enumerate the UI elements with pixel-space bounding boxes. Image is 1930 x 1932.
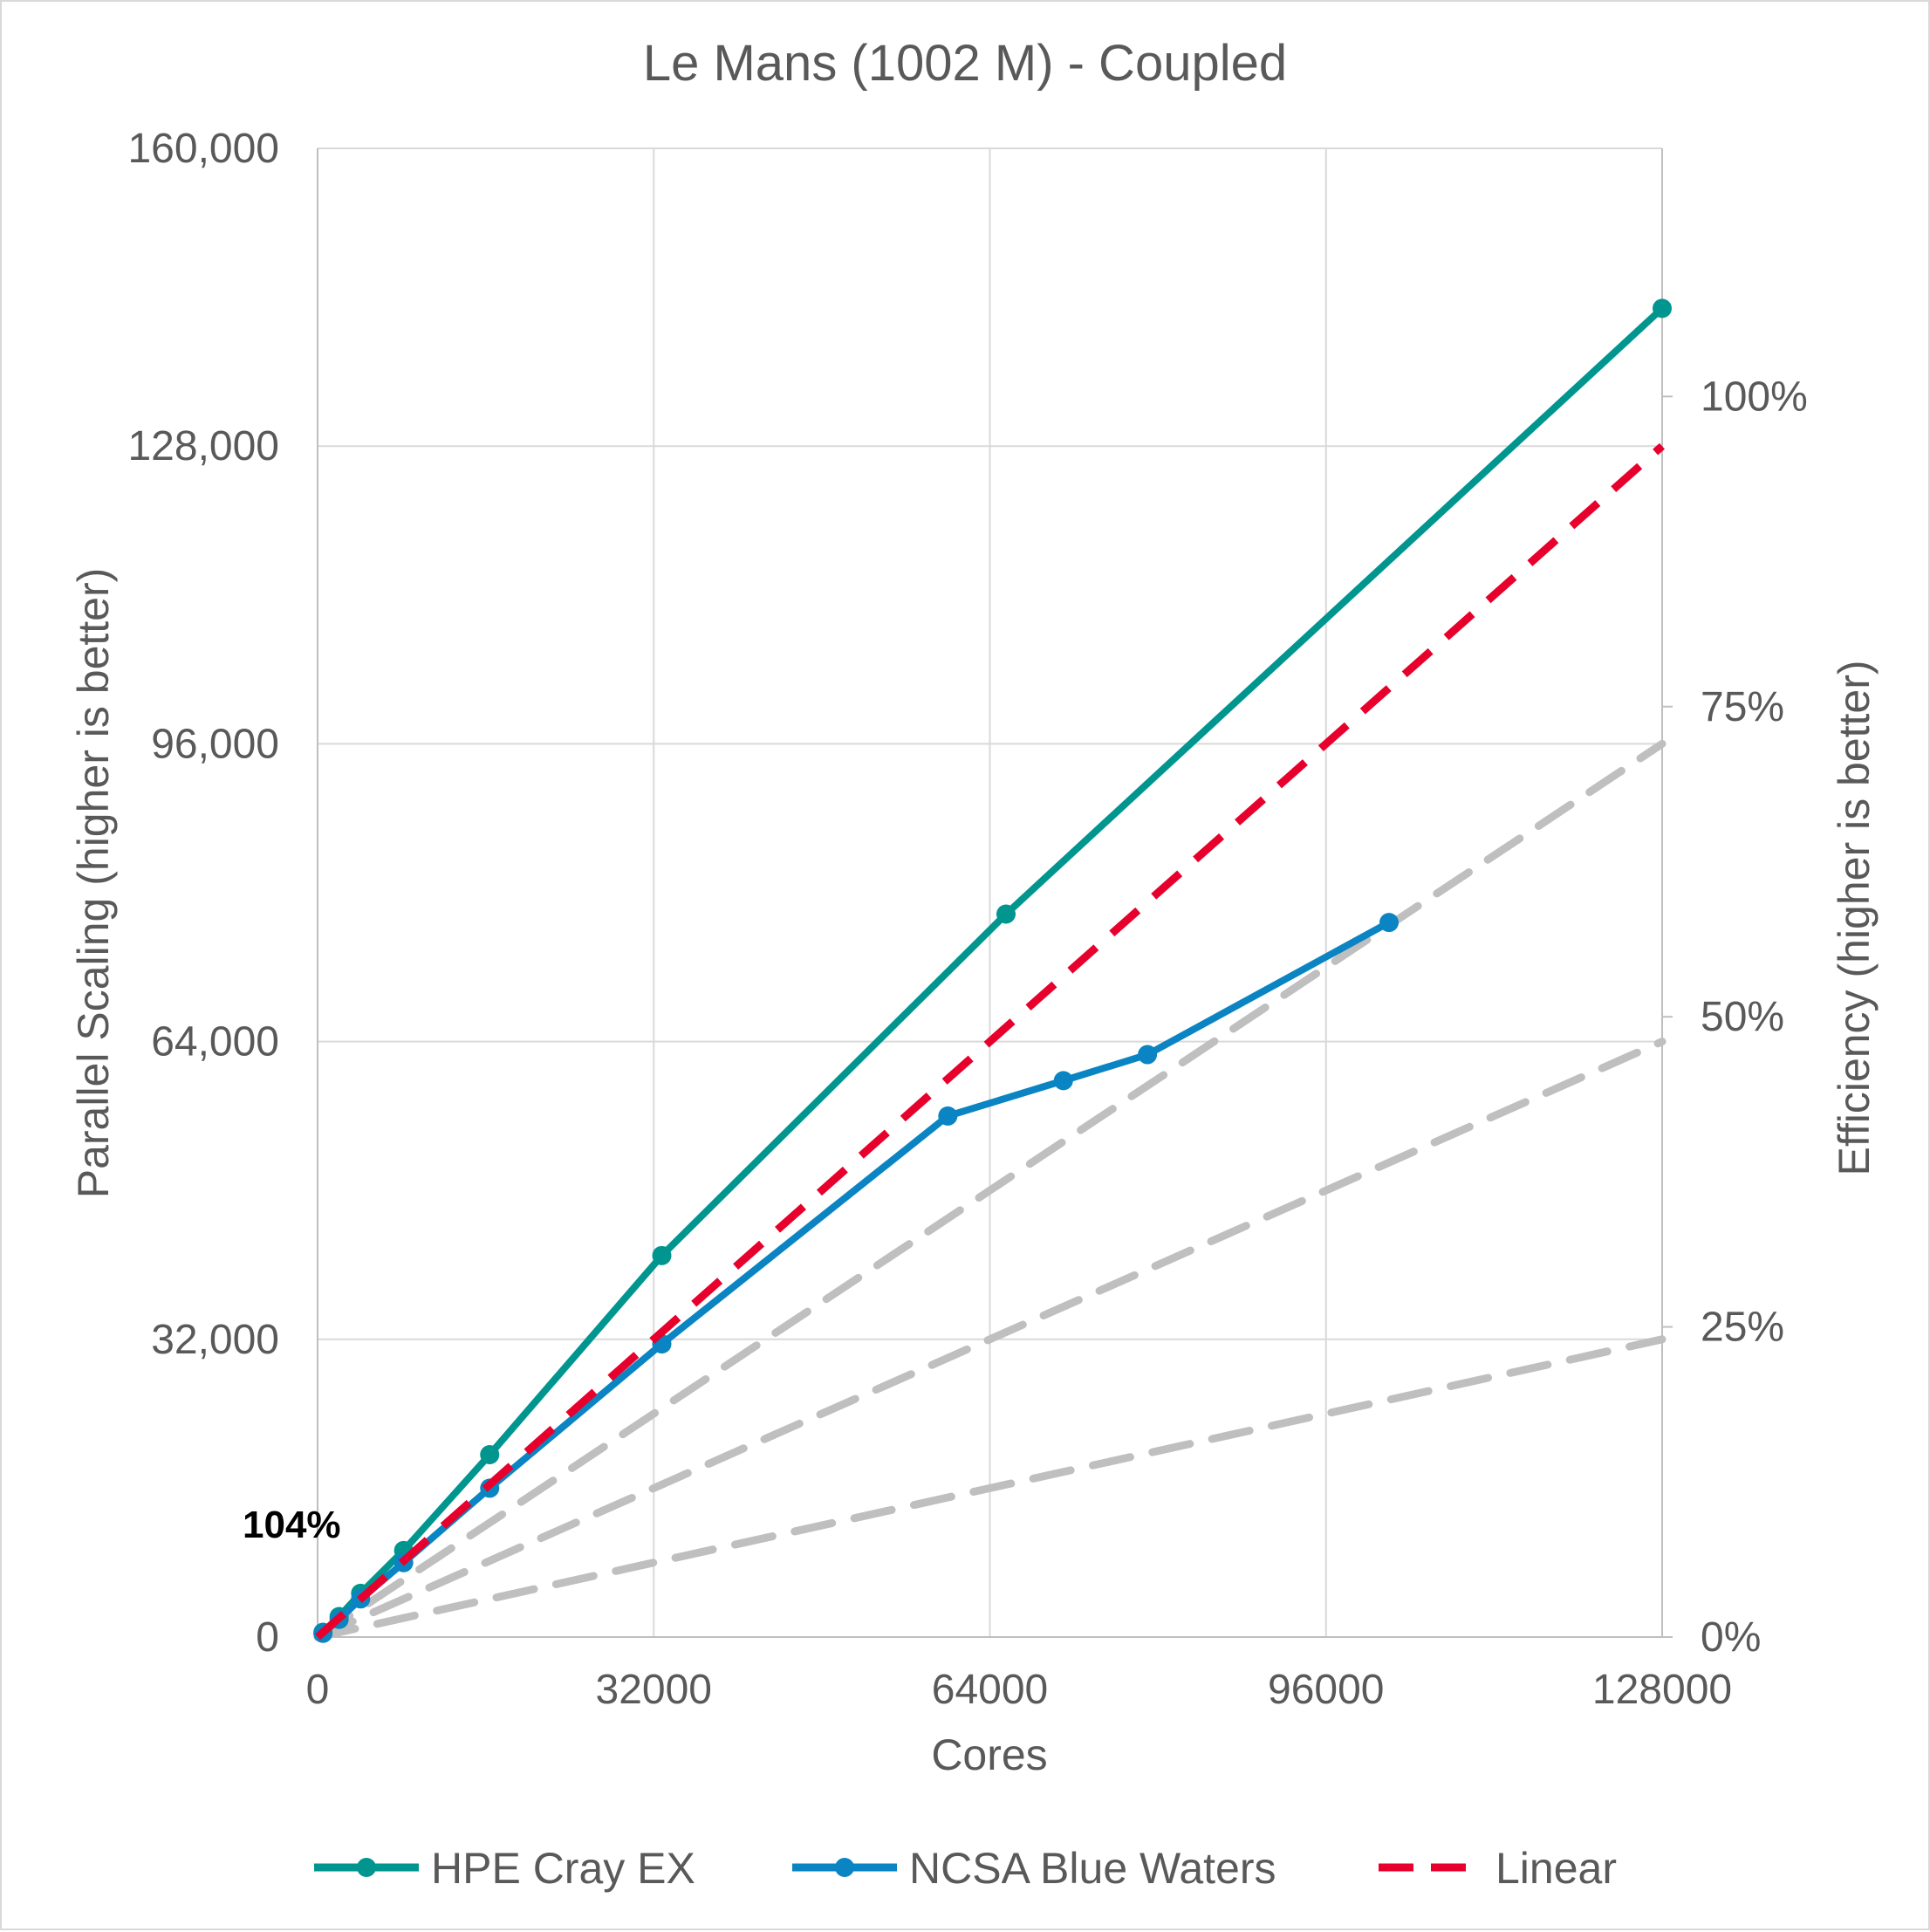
tick-labels: 0 32,000 64,000 96,000 128,000 160,000 0 32000 6… xyxy=(127,126,1807,1713)
efficiency-annotation: 104% xyxy=(243,1504,341,1546)
y2-tick-label: 75% xyxy=(1701,684,1784,730)
data-point xyxy=(938,1106,958,1126)
efficiency-reference-lines xyxy=(313,739,1667,1641)
legend-marker xyxy=(835,1858,854,1877)
x-axis-title: Cores xyxy=(931,1730,1047,1779)
y2-tick-label: 0% xyxy=(1701,1614,1761,1661)
y-tick-label: 0 xyxy=(256,1614,279,1661)
data-point xyxy=(1653,298,1672,319)
x-tick-label: 96000 xyxy=(1268,1667,1384,1713)
chart-title: Le Mans (1002 M) - Coupled xyxy=(643,35,1287,92)
y2-tick-label: 50% xyxy=(1701,994,1784,1040)
x-tick-label: 0 xyxy=(306,1667,330,1713)
y-tick-label: 96,000 xyxy=(151,721,279,767)
axes xyxy=(317,148,1673,1638)
legend-marker xyxy=(357,1858,376,1877)
legend: HPE Cray EX NCSA Blue Waters Linear xyxy=(314,1844,1617,1893)
gridlines xyxy=(317,147,1663,1637)
data-point xyxy=(996,904,1016,924)
y2-tick-label: 25% xyxy=(1701,1305,1784,1351)
y-tick-label: 160,000 xyxy=(127,126,279,172)
data-point xyxy=(652,1245,672,1265)
y2-tick-label: 100% xyxy=(1701,373,1808,420)
data-point xyxy=(1379,913,1399,933)
series-line xyxy=(315,442,1665,1641)
y-axis-title: Parallel Scaling (higher is better) xyxy=(69,568,118,1199)
legend-label: NCSA Blue Waters xyxy=(909,1844,1276,1893)
y-tick-label: 128,000 xyxy=(127,423,279,469)
legend-label: Linear xyxy=(1495,1844,1617,1893)
x-tick-label: 32000 xyxy=(596,1667,712,1713)
y-tick-label: 32,000 xyxy=(151,1317,279,1363)
y-tick-label: 64,000 xyxy=(151,1019,279,1065)
efficiency-reference-line xyxy=(313,1038,1667,1641)
data-point xyxy=(480,1445,500,1465)
x-tick-label: 64000 xyxy=(932,1667,1048,1713)
series-line xyxy=(320,919,1391,1636)
efficiency-reference-line xyxy=(313,739,1667,1641)
y2-axis-title: Efficiency (higher is better) xyxy=(1830,661,1879,1176)
x-tick-label: 128000 xyxy=(1592,1667,1732,1713)
efficiency-reference-line xyxy=(313,1335,1667,1641)
data-point xyxy=(1053,1071,1073,1091)
series-line xyxy=(320,305,1665,1635)
data-point xyxy=(1138,1045,1158,1065)
series-lines xyxy=(313,298,1672,1643)
legend-label: HPE Cray EX xyxy=(431,1844,695,1893)
